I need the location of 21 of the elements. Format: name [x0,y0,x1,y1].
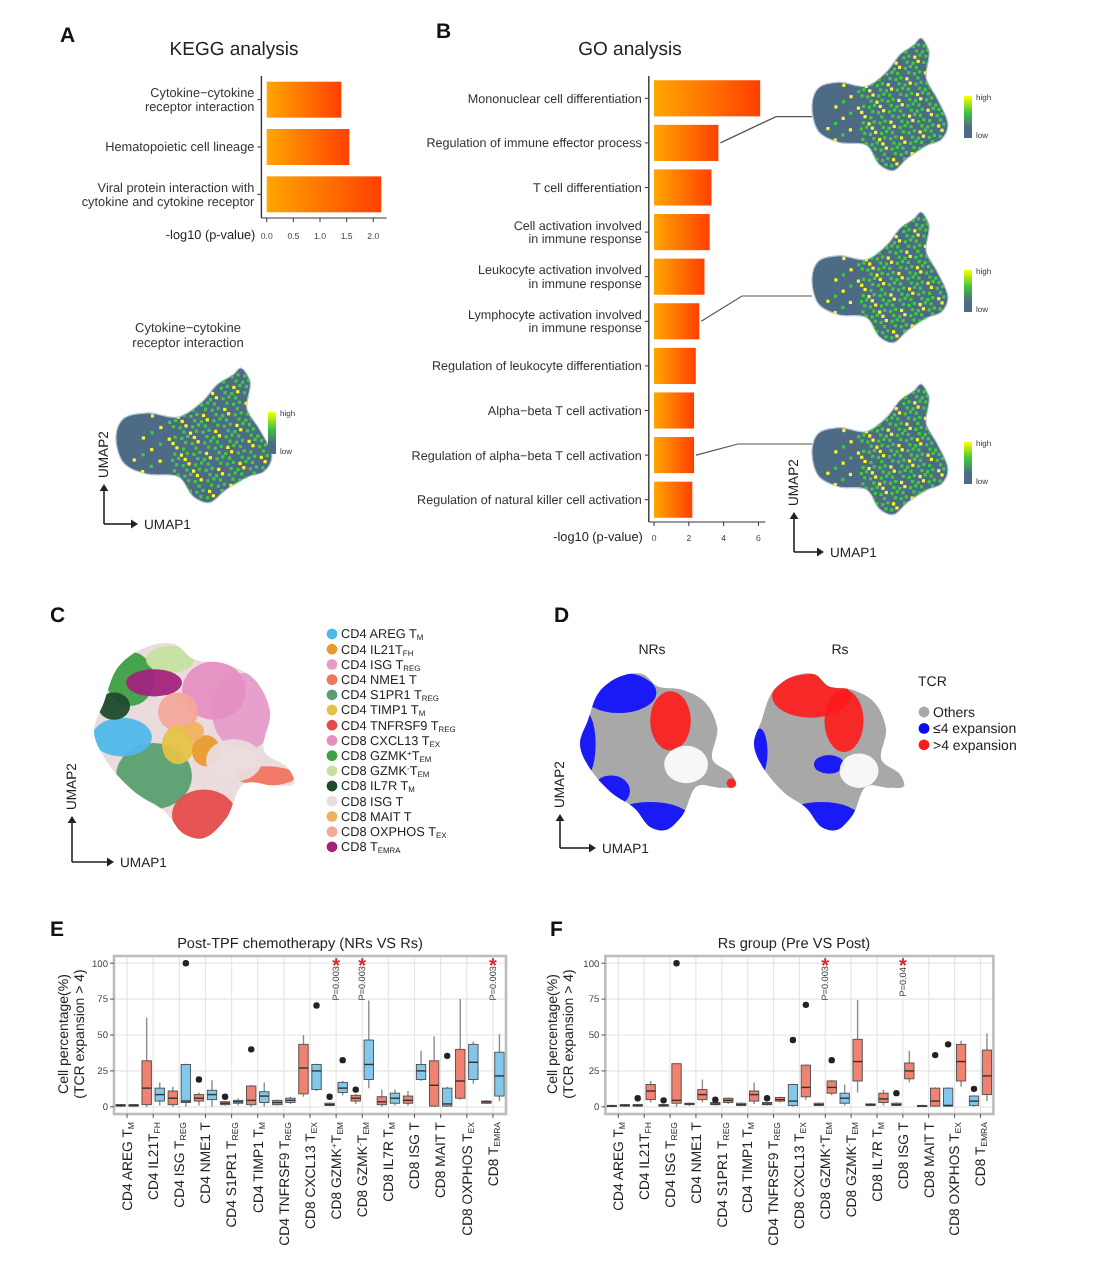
text: A [60,24,76,48]
bar [654,481,693,518]
bar [654,80,761,117]
bar [654,303,700,340]
bar [654,392,695,429]
bar [654,258,705,295]
text: F [550,918,564,942]
bar [654,347,696,384]
bar [654,437,695,474]
text: D [554,604,570,628]
text: B [436,20,452,44]
bar [266,176,382,213]
text: E [50,918,65,942]
chart-title: KEGG analysis [169,39,299,61]
bar [654,169,712,206]
chart-title: GO analysis [578,39,683,61]
bar [654,214,710,251]
bar [266,81,342,118]
bar [266,129,350,165]
bar [654,124,719,161]
text: C [50,604,66,628]
